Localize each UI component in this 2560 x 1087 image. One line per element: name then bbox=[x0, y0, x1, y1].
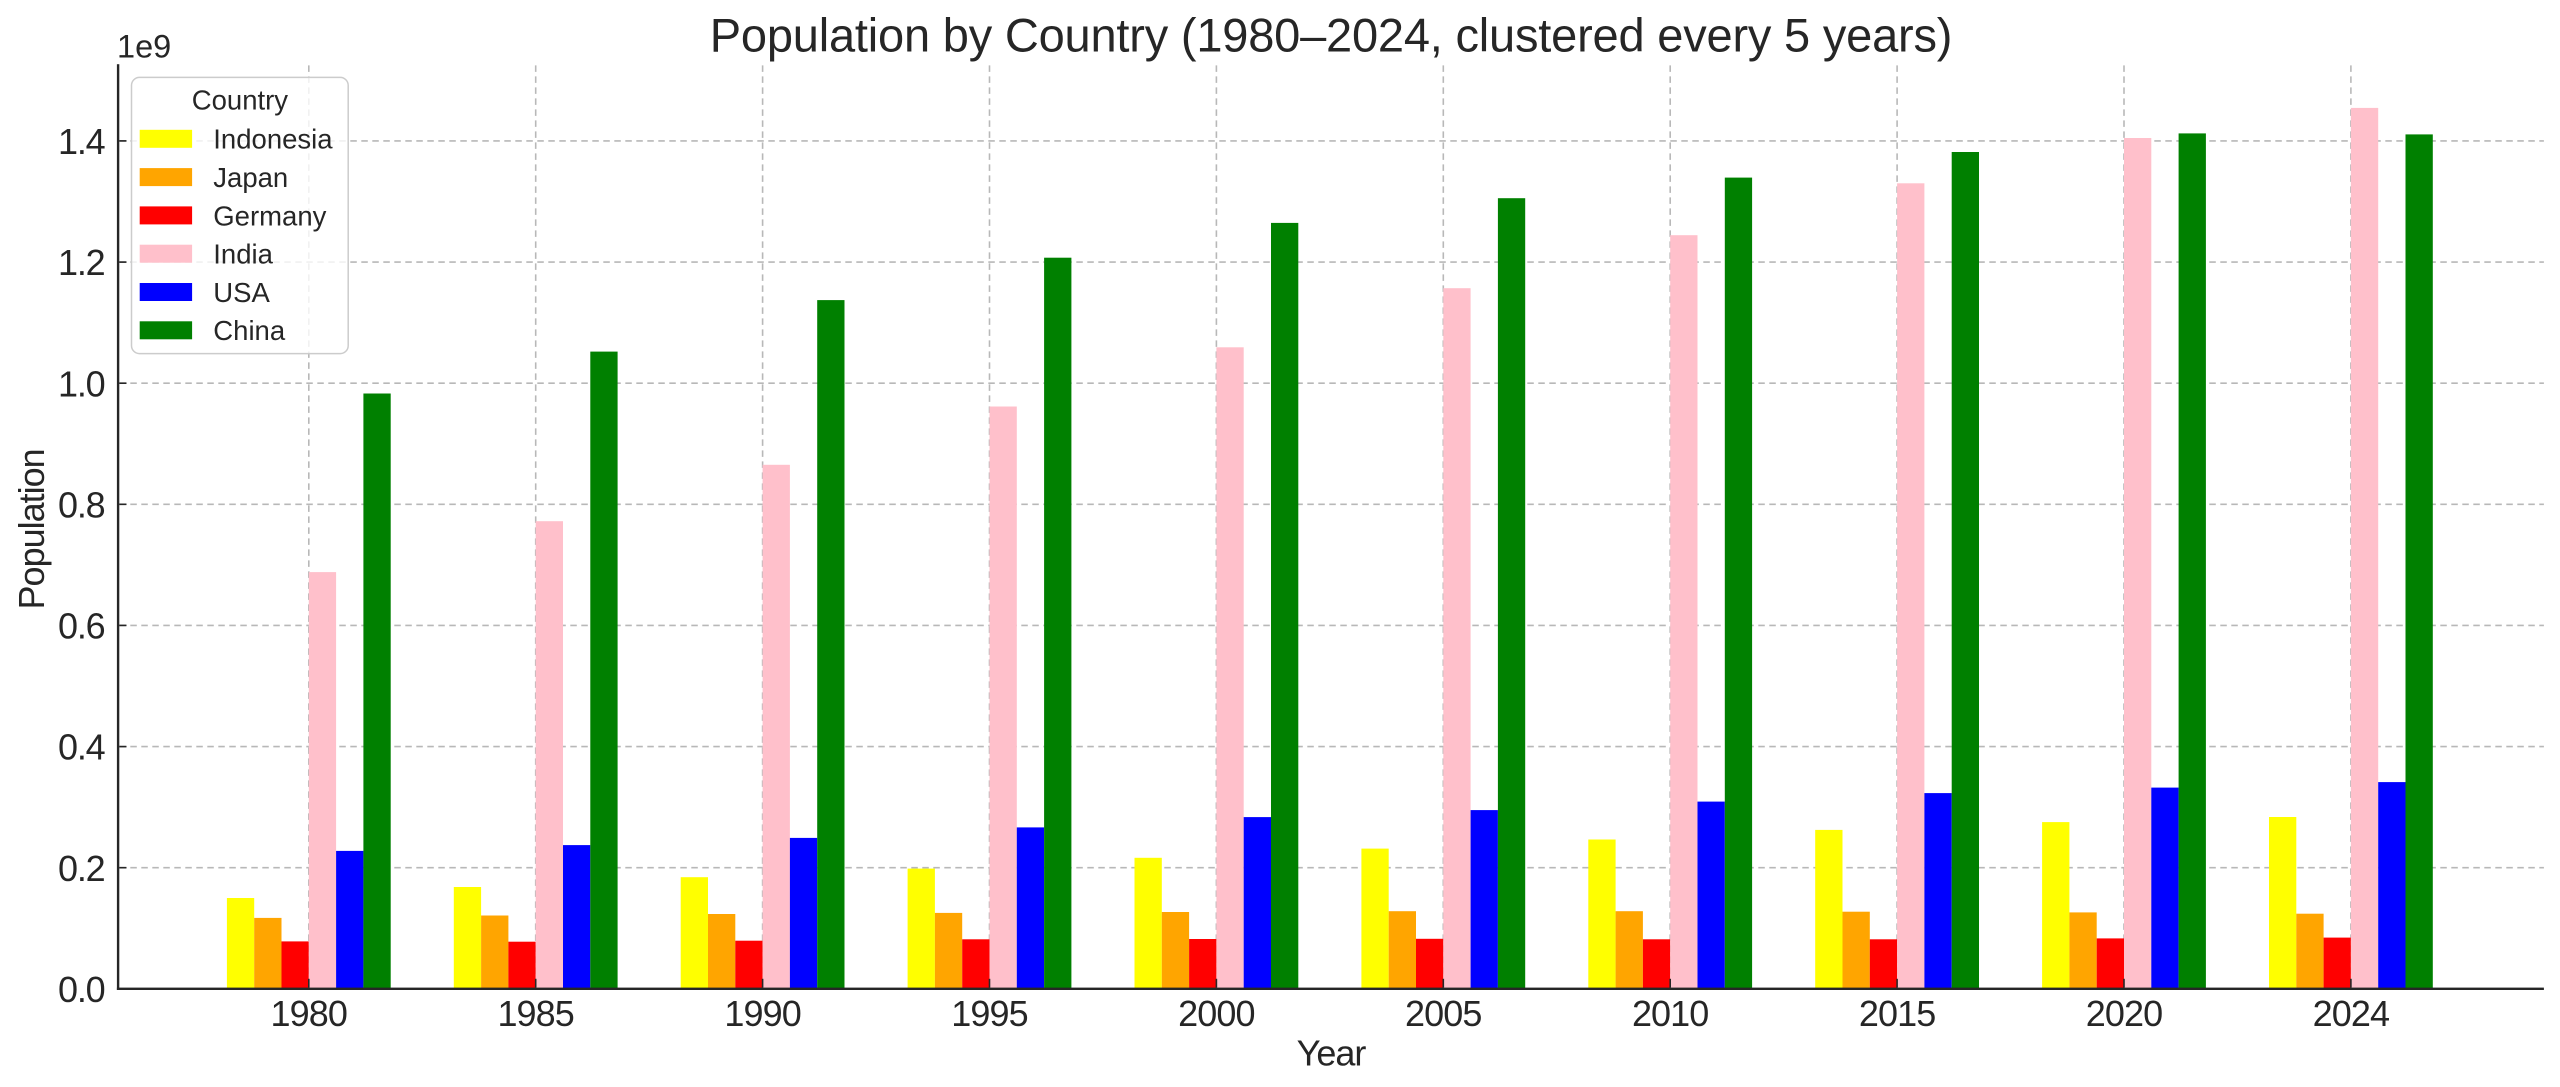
svg-text:China: China bbox=[213, 315, 286, 346]
svg-text:0.2: 0.2 bbox=[58, 848, 105, 889]
svg-text:1.2: 1.2 bbox=[58, 242, 105, 283]
svg-text:USA: USA bbox=[213, 277, 270, 308]
svg-text:0.0: 0.0 bbox=[58, 969, 105, 1010]
svg-text:Country: Country bbox=[192, 84, 289, 115]
svg-text:1e9: 1e9 bbox=[117, 29, 171, 65]
svg-text:1995: 1995 bbox=[951, 993, 1028, 1034]
svg-text:1990: 1990 bbox=[724, 993, 801, 1034]
svg-text:Japan: Japan bbox=[213, 162, 288, 193]
svg-text:Indonesia: Indonesia bbox=[213, 124, 333, 155]
svg-text:2020: 2020 bbox=[2086, 993, 2163, 1034]
svg-text:2000: 2000 bbox=[1178, 993, 1255, 1034]
svg-text:2005: 2005 bbox=[1405, 993, 1482, 1034]
svg-text:Year: Year bbox=[1297, 1033, 1367, 1074]
svg-text:Population by Country (1980–20: Population by Country (1980–2024, cluste… bbox=[710, 9, 1952, 62]
svg-text:India: India bbox=[213, 239, 273, 270]
svg-text:0.4: 0.4 bbox=[58, 727, 105, 768]
svg-text:1985: 1985 bbox=[497, 993, 574, 1034]
svg-text:0.6: 0.6 bbox=[58, 606, 105, 647]
svg-text:2010: 2010 bbox=[1632, 993, 1709, 1034]
svg-text:0.8: 0.8 bbox=[58, 484, 105, 525]
svg-text:2024: 2024 bbox=[2313, 993, 2390, 1034]
svg-text:1980: 1980 bbox=[271, 993, 348, 1034]
svg-text:2015: 2015 bbox=[1859, 993, 1936, 1034]
svg-text:1.0: 1.0 bbox=[58, 363, 105, 404]
svg-text:Population: Population bbox=[11, 449, 52, 609]
svg-text:Germany: Germany bbox=[213, 200, 326, 231]
svg-text:1.4: 1.4 bbox=[58, 121, 105, 162]
